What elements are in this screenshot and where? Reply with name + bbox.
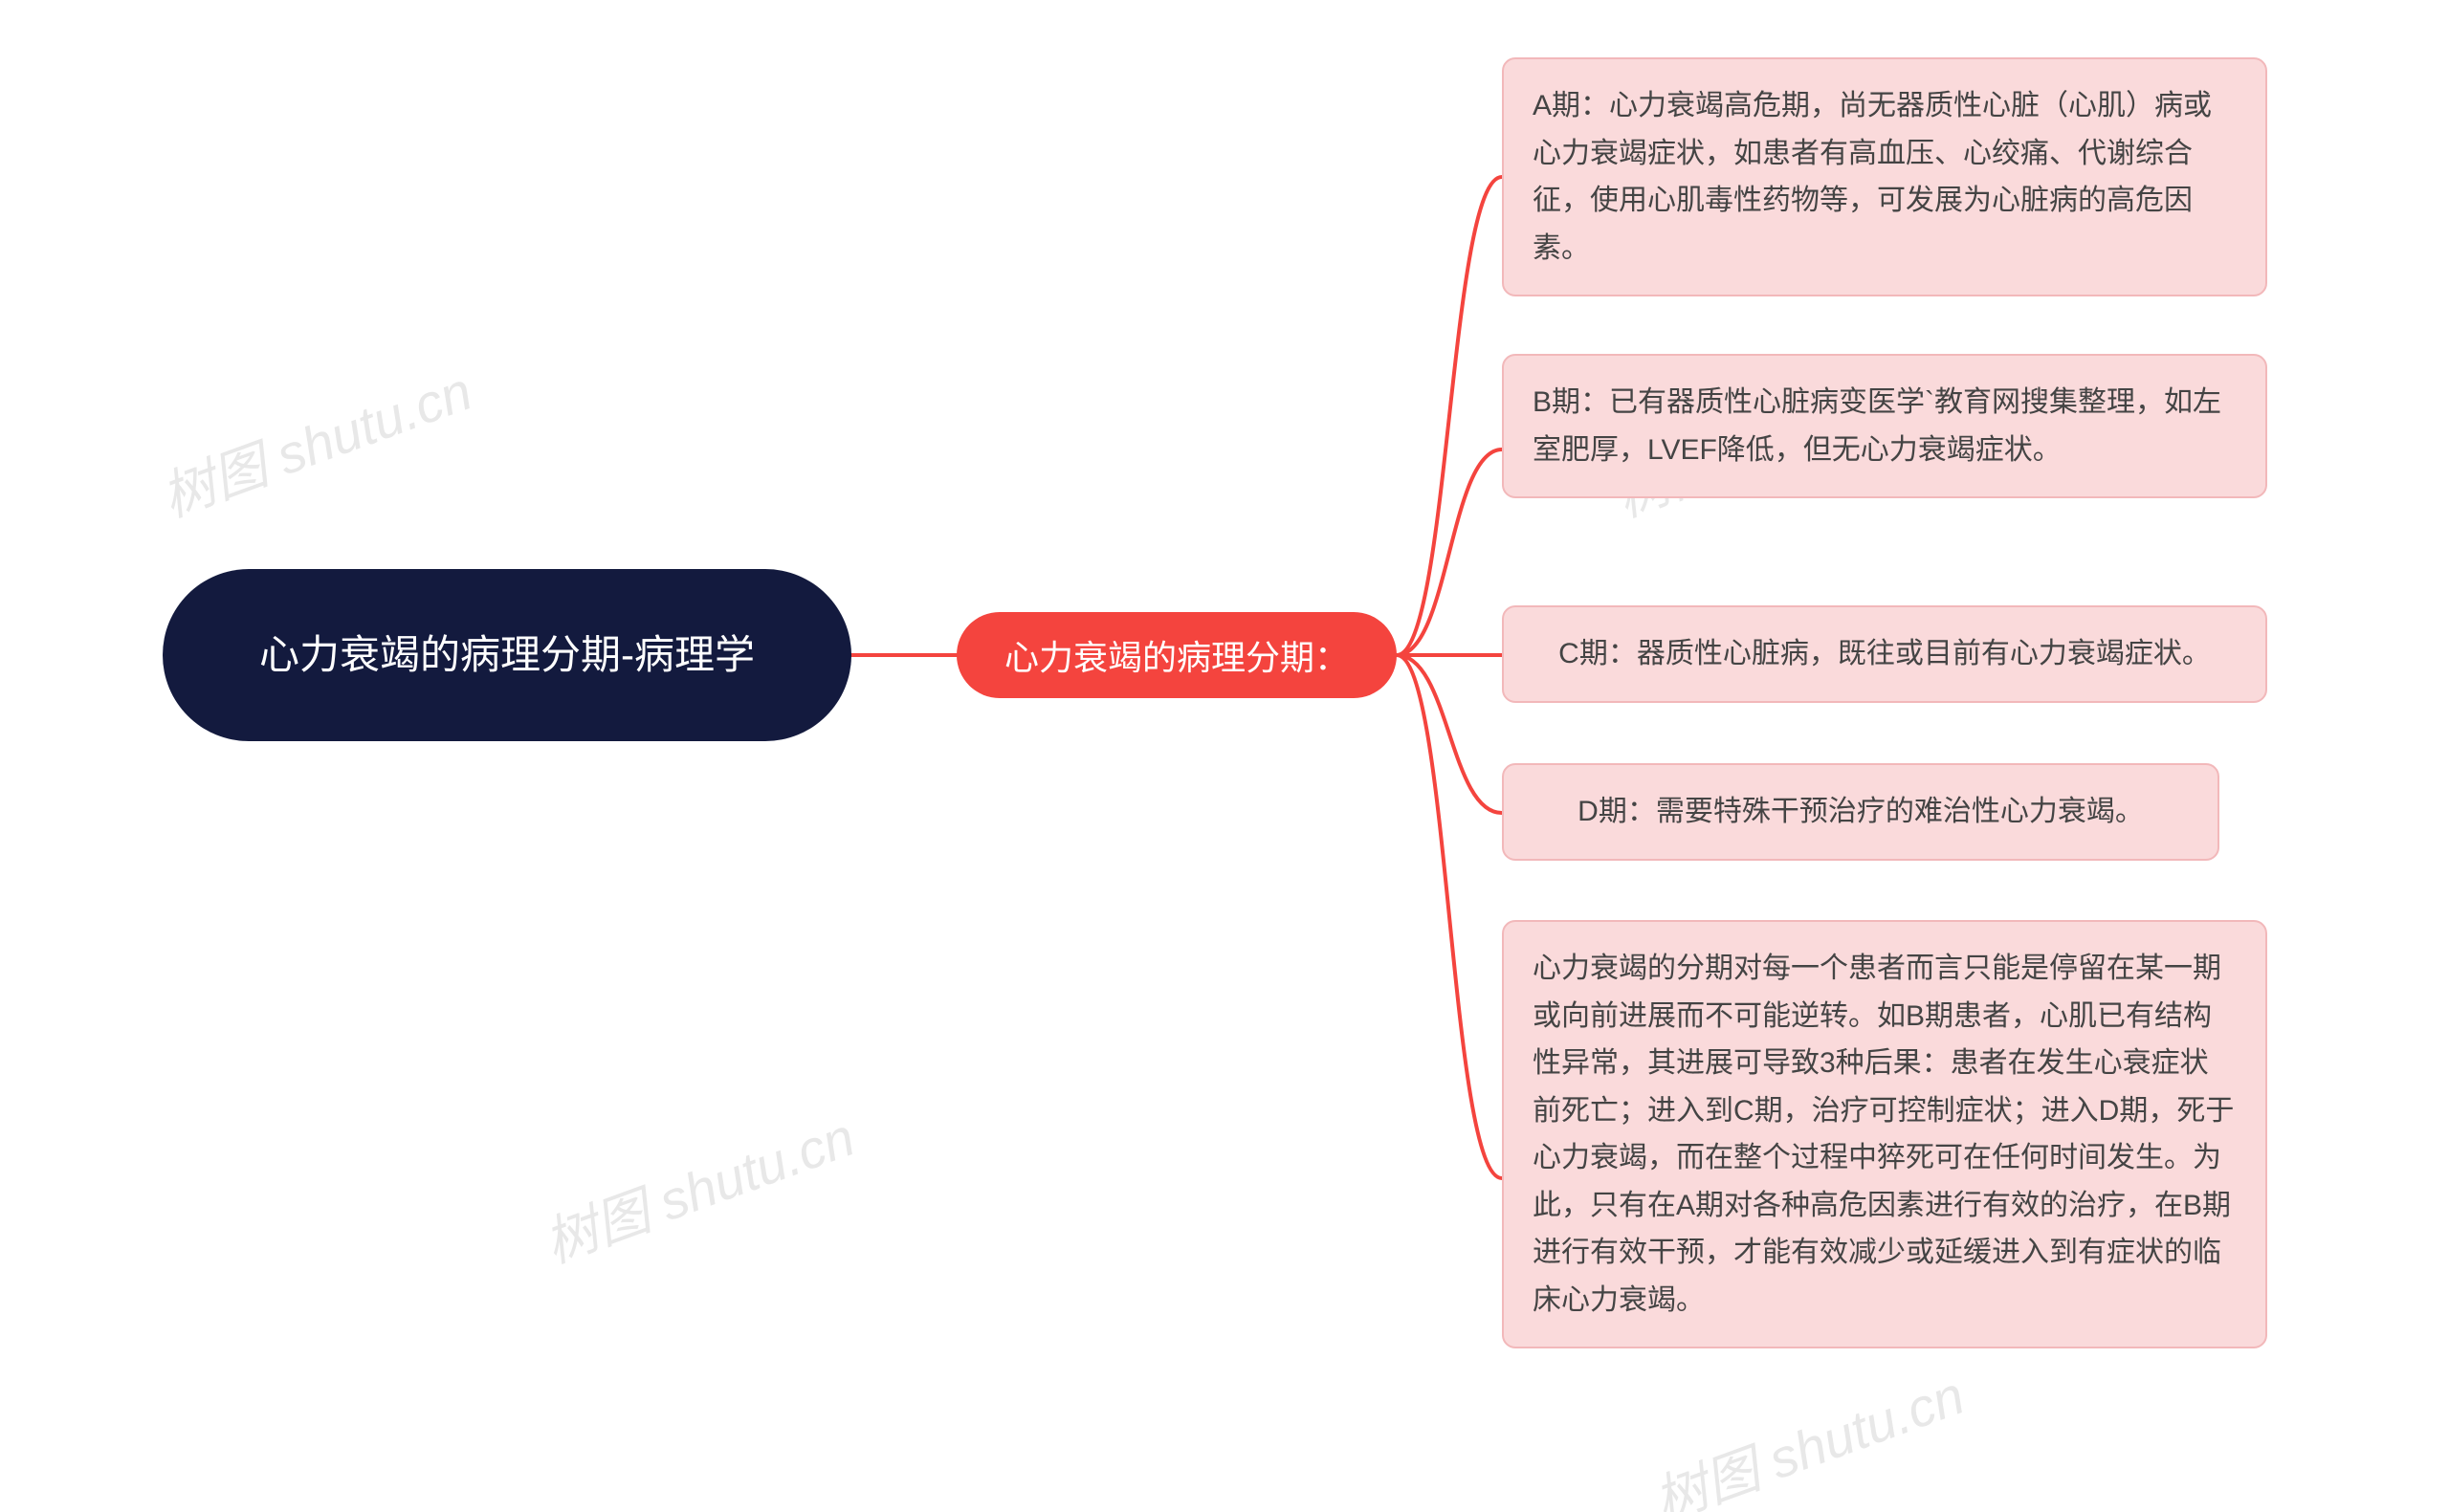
watermark: 树图 shutu.cn (532, 1094, 864, 1278)
watermark: 树图 shutu.cn (149, 348, 481, 532)
root-node[interactable]: 心力衰竭的病理分期-病理学 (163, 569, 851, 741)
leaf-node-a[interactable]: A期：心力衰竭高危期，尚无器质性心脏（心肌）病或心力衰竭症状，如患者有高血压、心… (1502, 57, 2267, 296)
branch-node[interactable]: 心力衰竭的病理分期： (957, 612, 1397, 698)
leaf-node-summary[interactable]: 心力衰竭的分期对每一个患者而言只能是停留在某一期或向前进展而不可能逆转。如B期患… (1502, 920, 2267, 1348)
watermark: 树图 shutu.cn (1642, 1352, 1974, 1512)
leaf-node-d[interactable]: D期：需要特殊干预治疗的难治性心力衰竭。 (1502, 763, 2219, 861)
leaf-node-b[interactable]: B期：已有器质性心脏病变医学`教育网搜集整理，如左室肥厚，LVEF降低，但无心力… (1502, 354, 2267, 498)
leaf-node-c[interactable]: C期：器质性心脏病，既往或目前有心力衰竭症状。 (1502, 605, 2267, 703)
